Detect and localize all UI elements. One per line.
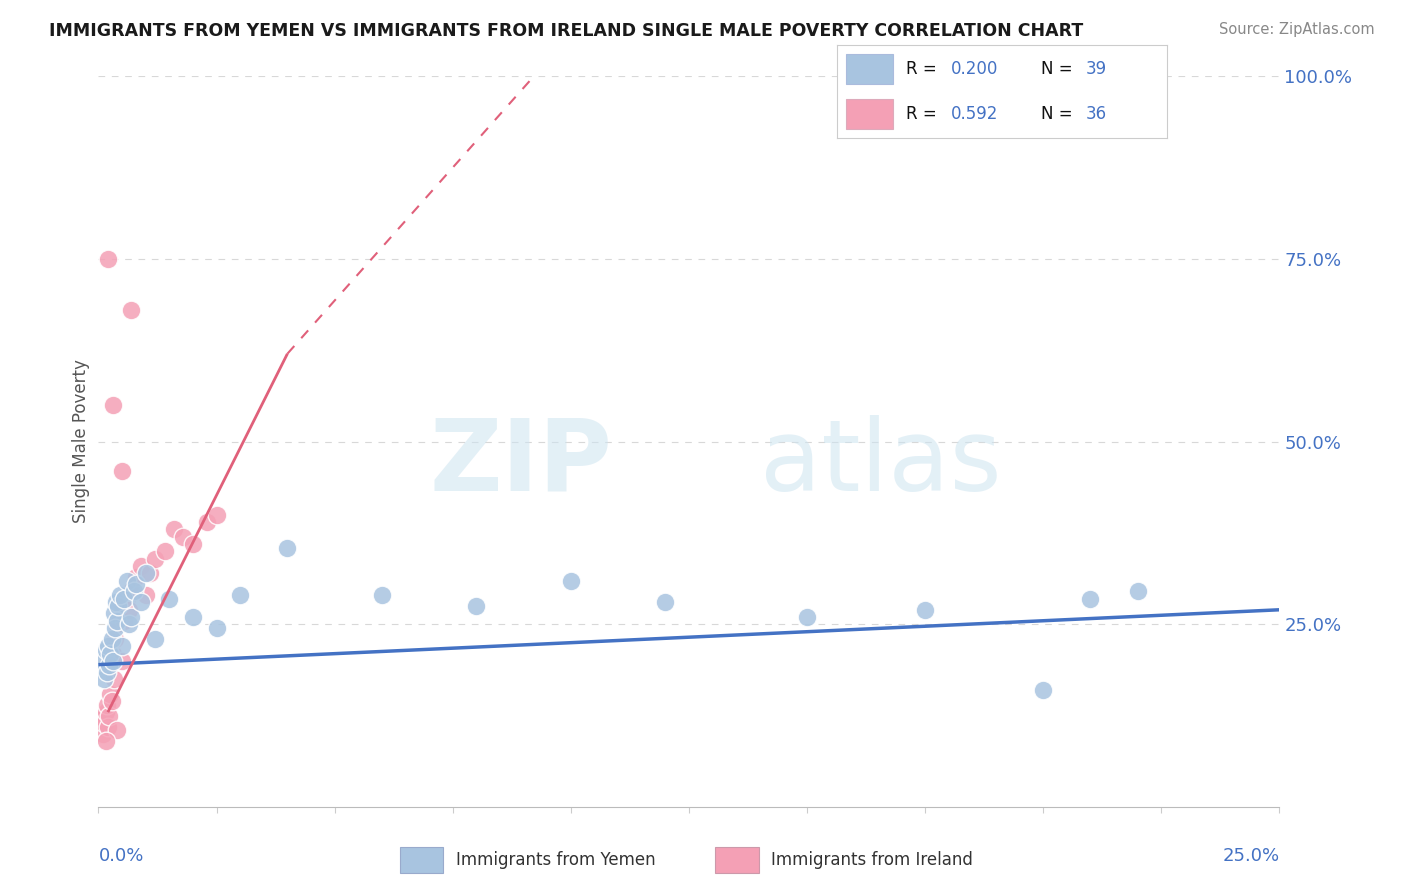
Point — [121, 302, 143, 317]
Text: R =: R = — [905, 60, 942, 78]
Point — [1126, 584, 1149, 599]
Text: N =: N = — [1042, 60, 1078, 78]
Point — [115, 591, 138, 606]
Point — [103, 673, 125, 687]
Point — [103, 607, 125, 621]
Point — [96, 665, 118, 679]
Point — [129, 595, 152, 609]
Point — [98, 687, 121, 701]
Point — [125, 570, 148, 584]
Point — [143, 632, 166, 646]
Point — [104, 632, 127, 646]
Point — [129, 558, 152, 573]
Point — [195, 515, 218, 529]
Point — [105, 595, 128, 609]
Point — [97, 640, 120, 654]
Point — [115, 574, 138, 588]
Point — [121, 584, 143, 599]
Point — [91, 713, 114, 727]
Text: IMMIGRANTS FROM YEMEN VS IMMIGRANTS FROM IRELAND SINGLE MALE POVERTY CORRELATION: IMMIGRANTS FROM YEMEN VS IMMIGRANTS FROM… — [49, 22, 1084, 40]
Bar — [846, 99, 893, 129]
Text: N =: N = — [1042, 105, 1078, 123]
Point — [276, 541, 298, 555]
Point — [111, 640, 134, 654]
Point — [654, 595, 676, 609]
Point — [100, 694, 122, 708]
Bar — [846, 54, 893, 84]
Point — [205, 621, 228, 635]
Point — [153, 544, 176, 558]
Point — [181, 610, 204, 624]
Point — [101, 398, 124, 412]
Point — [143, 551, 166, 566]
Point — [105, 723, 128, 738]
Point — [560, 574, 582, 588]
Point — [371, 588, 394, 602]
Point — [97, 708, 120, 723]
Point — [97, 252, 120, 266]
Point — [107, 599, 129, 614]
Point — [98, 647, 121, 661]
Y-axis label: Single Male Poverty: Single Male Poverty — [72, 359, 90, 524]
Point — [1080, 591, 1102, 606]
Point — [118, 603, 141, 617]
Point — [101, 647, 124, 661]
Point — [229, 588, 252, 602]
Text: 39: 39 — [1085, 60, 1107, 78]
Point — [139, 566, 162, 581]
Point — [91, 654, 114, 668]
Text: ZIP: ZIP — [429, 415, 612, 512]
Text: Immigrants from Ireland: Immigrants from Ireland — [770, 851, 973, 869]
Text: 36: 36 — [1085, 105, 1107, 123]
Point — [101, 654, 124, 668]
Point — [108, 595, 131, 609]
Point — [112, 591, 135, 606]
Text: Immigrants from Yemen: Immigrants from Yemen — [456, 851, 655, 869]
Point — [105, 617, 128, 632]
Bar — [399, 847, 443, 872]
Point — [121, 610, 143, 624]
Bar — [716, 847, 759, 872]
Point — [112, 614, 135, 628]
Point — [97, 657, 120, 672]
Point — [135, 566, 157, 581]
Point — [91, 727, 114, 741]
Point — [94, 643, 117, 657]
Point — [100, 632, 122, 646]
Point — [105, 614, 128, 628]
Point — [93, 673, 115, 687]
Point — [205, 508, 228, 522]
Point — [135, 588, 157, 602]
Point — [465, 599, 488, 614]
Point — [125, 577, 148, 591]
Point — [122, 584, 145, 599]
Point — [914, 603, 936, 617]
Point — [94, 734, 117, 748]
Text: 0.200: 0.200 — [950, 60, 998, 78]
Point — [96, 698, 118, 712]
Point — [111, 654, 134, 668]
Point — [118, 617, 141, 632]
Point — [108, 588, 131, 602]
Point — [157, 591, 180, 606]
Point — [93, 716, 115, 731]
Point — [97, 720, 120, 734]
Text: 25.0%: 25.0% — [1222, 847, 1279, 865]
Text: 0.0%: 0.0% — [98, 847, 143, 865]
Text: 0.592: 0.592 — [950, 105, 998, 123]
Text: atlas: atlas — [759, 415, 1001, 512]
Point — [163, 522, 186, 536]
Point — [111, 464, 134, 478]
Point — [172, 530, 194, 544]
Point — [104, 621, 127, 635]
Point — [94, 705, 117, 719]
Text: Source: ZipAtlas.com: Source: ZipAtlas.com — [1219, 22, 1375, 37]
Point — [796, 610, 818, 624]
Point — [1032, 683, 1054, 698]
Point — [181, 537, 204, 551]
Text: R =: R = — [905, 105, 942, 123]
